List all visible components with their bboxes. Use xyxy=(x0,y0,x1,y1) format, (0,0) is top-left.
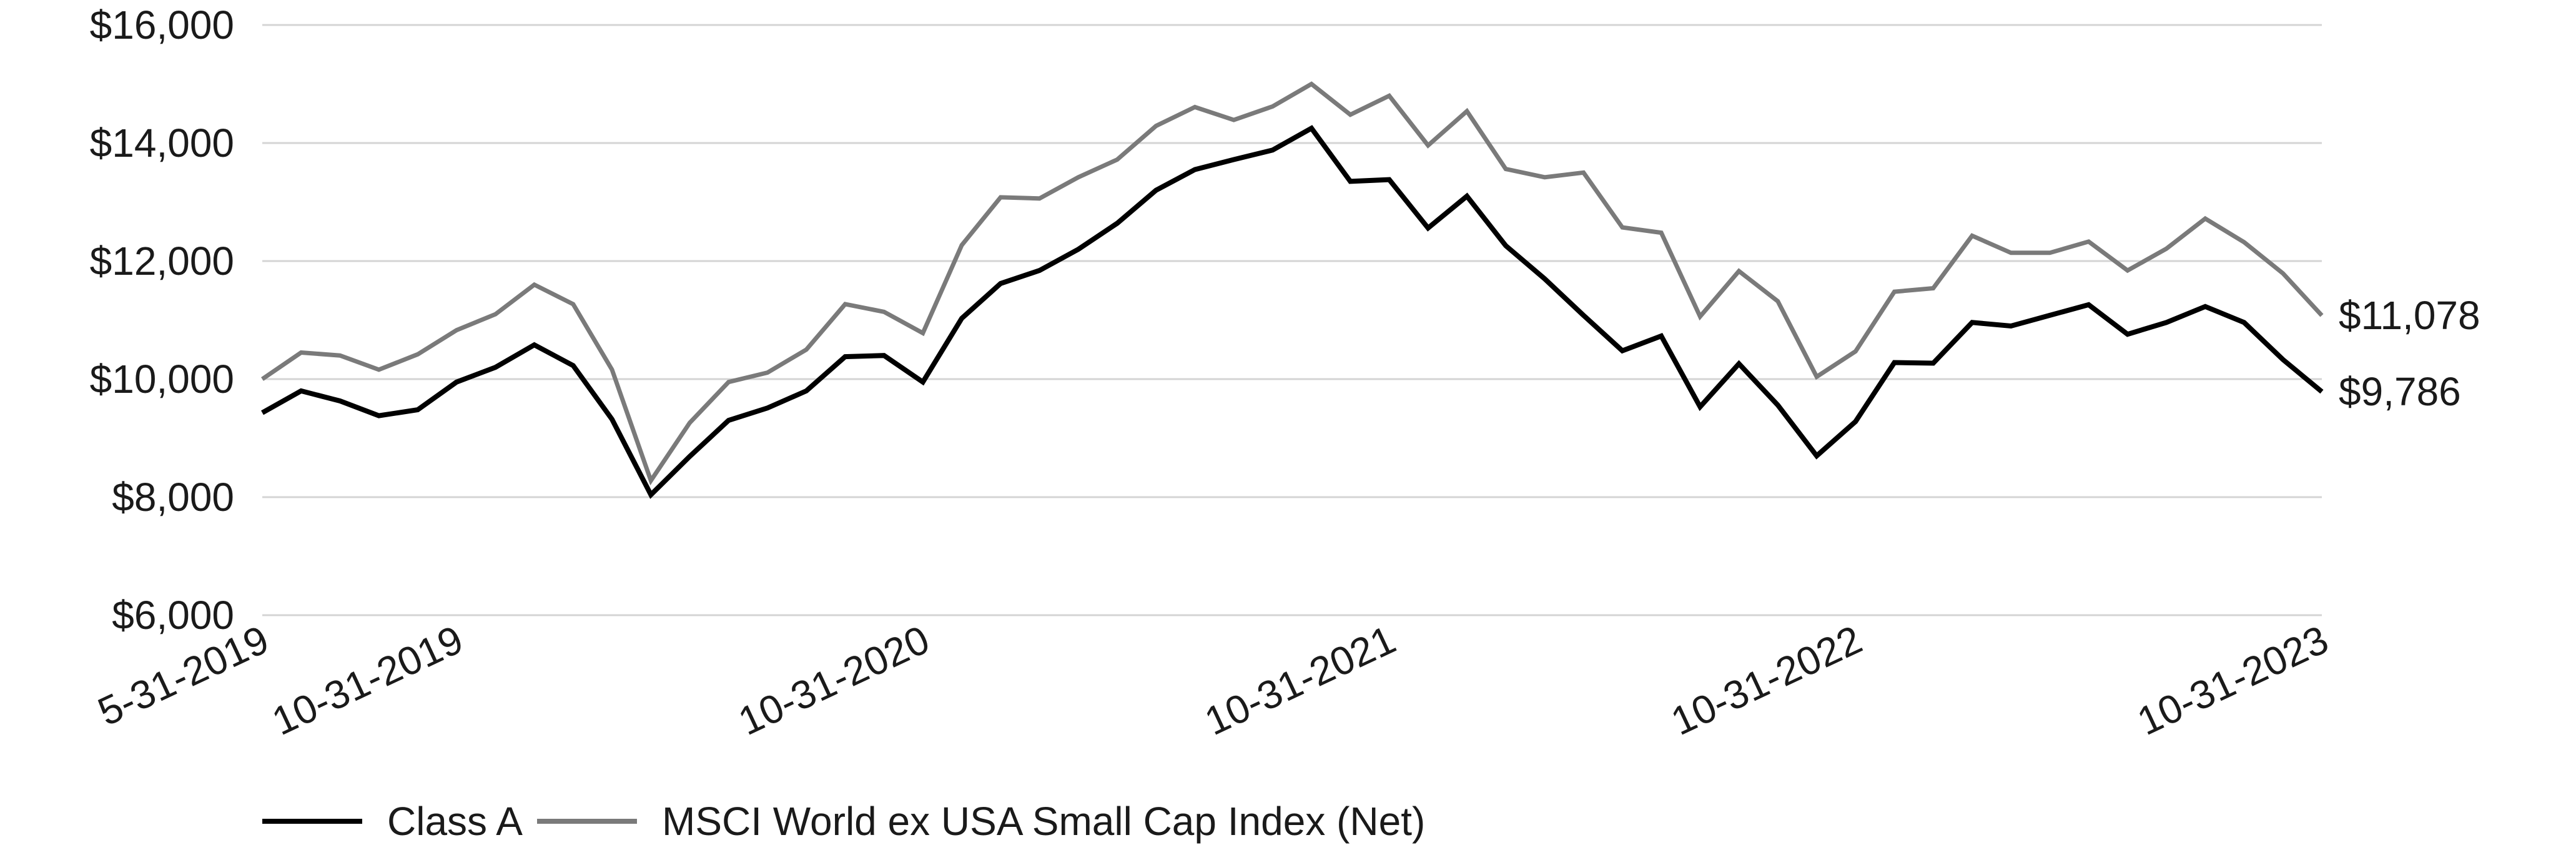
y-tick-label: $14,000 xyxy=(90,121,234,166)
x-tick-label: 10-31-2023 xyxy=(2131,616,2335,744)
y-tick-label: $10,000 xyxy=(90,357,234,402)
x-tick-label: 10-31-2020 xyxy=(732,616,936,744)
x-tick-label: 10-31-2022 xyxy=(1664,616,1868,744)
end-label: $11,078 xyxy=(2339,293,2480,338)
y-tick-label: $16,000 xyxy=(90,2,234,47)
legend: Class A MSCI World ex USA Small Cap Index… xyxy=(262,799,1425,844)
legend-label: Class A xyxy=(387,799,523,844)
y-tick-label: $6,000 xyxy=(112,593,234,638)
series-lines xyxy=(261,81,2324,499)
series-line-class-a xyxy=(261,125,2324,499)
gridlines xyxy=(262,24,2322,616)
y-axis: $6,000 $8,000 $10,000 $12,000 $14,000 $16,000 xyxy=(90,2,234,638)
x-tick-label: 10-31-2021 xyxy=(1198,616,1402,744)
end-labels: $9,786 $11,078 xyxy=(2339,293,2480,414)
legend-label: MSCI World ex USA Small Cap Index (Net) xyxy=(662,799,1425,844)
end-label: $9,786 xyxy=(2339,369,2461,414)
y-tick-label: $8,000 xyxy=(112,475,234,520)
x-tick-label: 10-31-2019 xyxy=(265,616,470,744)
y-tick-label: $12,000 xyxy=(90,239,234,284)
series-line-msci-index xyxy=(261,81,2324,486)
